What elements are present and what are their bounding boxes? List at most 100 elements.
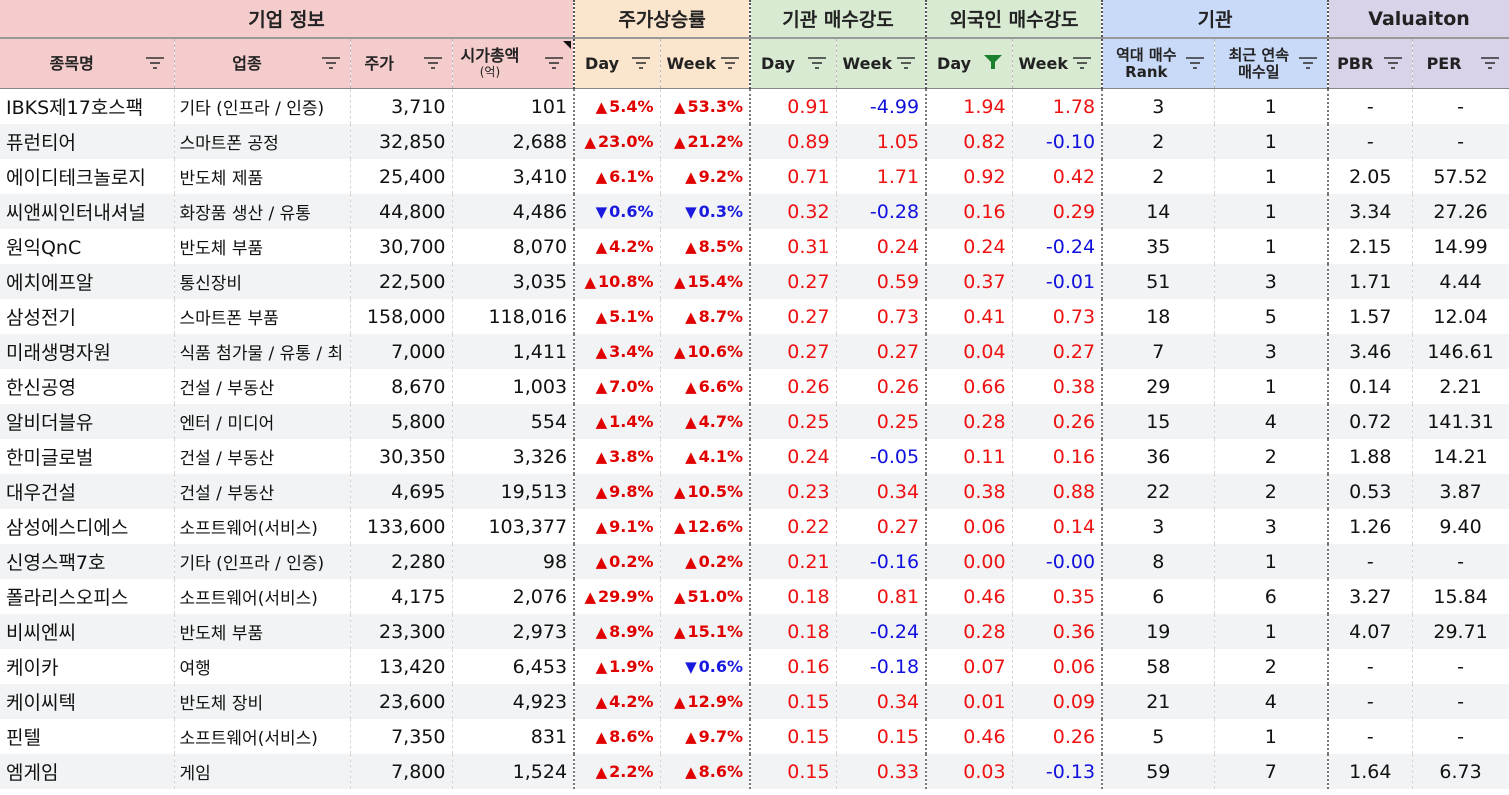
inst-week-cell[interactable]: 0.15 <box>836 719 928 754</box>
per-cell[interactable]: 15.84 <box>1412 579 1509 614</box>
stock-day-cell[interactable]: ▲ 10.8% <box>574 264 661 299</box>
inst-week-cell[interactable]: 0.81 <box>836 579 928 614</box>
price-cell[interactable]: 22,500 <box>350 264 453 299</box>
pbr-cell[interactable]: - <box>1328 544 1413 579</box>
stock-name-cell[interactable]: 대우건설 <box>0 474 175 509</box>
inst-day-cell[interactable]: 0.18 <box>750 579 837 614</box>
foreign-week-cell[interactable]: 0.26 <box>1012 719 1104 754</box>
stock-week-cell[interactable]: ▼ 0.6% <box>660 649 752 684</box>
stock-name-cell[interactable]: 비씨엔씨 <box>0 614 175 649</box>
stock-day-cell[interactable]: ▲ 8.6% <box>574 719 661 754</box>
stock-name-cell[interactable]: 케이씨텍 <box>0 684 175 719</box>
foreign-week-cell[interactable]: 0.35 <box>1012 579 1104 614</box>
filter-icon[interactable] <box>1299 55 1318 69</box>
table-row[interactable]: 케이카 여행 13,420 6,453 ▲ 1.9% ▼ 0.6% 0.16 -0.18 0.07 0… <box>0 649 1509 684</box>
stock-week-cell[interactable]: ▲ 10.6% <box>660 334 752 369</box>
table-row[interactable]: 미래생명자원 식품 첨가물 / 유통 / 최 7,000 1,411 ▲ 3.4% ▲ 10.… <box>0 334 1509 369</box>
per-cell[interactable]: - <box>1412 684 1509 719</box>
price-cell[interactable]: 4,695 <box>350 474 453 509</box>
pbr-cell[interactable]: - <box>1328 684 1413 719</box>
market-cap-cell[interactable]: 98 <box>452 544 576 579</box>
market-cap-cell[interactable]: 3,035 <box>452 264 576 299</box>
foreign-day-cell[interactable]: 0.16 <box>926 194 1013 229</box>
market-cap-cell[interactable]: 554 <box>452 404 576 439</box>
price-cell[interactable]: 7,350 <box>350 719 453 754</box>
foreign-day-cell[interactable]: 0.92 <box>926 159 1013 194</box>
streak-cell[interactable]: 1 <box>1214 229 1330 264</box>
rank-cell[interactable]: 51 <box>1102 264 1215 299</box>
pbr-cell[interactable]: 1.57 <box>1328 299 1413 334</box>
filter-icon[interactable] <box>545 55 564 69</box>
foreign-day-cell[interactable]: 0.46 <box>926 719 1013 754</box>
foreign-day-cell[interactable]: 0.07 <box>926 649 1013 684</box>
rank-cell[interactable]: 29 <box>1102 369 1215 404</box>
table-row[interactable]: 엠게임 게임 7,800 1,524 ▲ 2.2% ▲ 8.6% 0.15 0.33 0.03 -0.… <box>0 754 1509 789</box>
stock-week-cell[interactable]: ▲ 8.5% <box>660 229 752 264</box>
stock-day-cell[interactable]: ▲ 29.9% <box>574 579 661 614</box>
per-cell[interactable]: 57.52 <box>1412 159 1509 194</box>
pbr-cell[interactable]: 0.72 <box>1328 404 1413 439</box>
streak-cell[interactable]: 5 <box>1214 299 1330 334</box>
streak-cell[interactable]: 3 <box>1214 264 1330 299</box>
stock-week-cell[interactable]: ▲ 6.6% <box>660 369 752 404</box>
table-row[interactable]: 에이디테크놀로지 반도체 제품 25,400 3,410 ▲ 6.1% ▲ 9.2% 0.71 1… <box>0 159 1509 194</box>
foreign-day-cell[interactable]: 0.03 <box>926 754 1013 789</box>
filter-icon[interactable] <box>1185 55 1204 69</box>
stock-day-cell[interactable]: ▲ 4.2% <box>574 229 661 264</box>
market-cap-cell[interactable]: 19,513 <box>452 474 576 509</box>
table-row[interactable]: 폴라리스오피스 소프트웨어(서비스) 4,175 2,076 ▲ 29.9% ▲ 51.0% 0… <box>0 579 1509 614</box>
streak-cell[interactable]: 1 <box>1214 159 1330 194</box>
stock-day-cell[interactable]: ▲ 4.2% <box>574 684 661 719</box>
stock-week-cell[interactable]: ▲ 9.2% <box>660 159 752 194</box>
foreign-week-cell[interactable]: 0.38 <box>1012 369 1104 404</box>
stock-name-cell[interactable]: 한신공영 <box>0 369 175 404</box>
stock-day-cell[interactable]: ▲ 7.0% <box>574 369 661 404</box>
per-cell[interactable]: 14.99 <box>1412 229 1509 264</box>
sector-cell[interactable]: 기타 (인프라 / 인증) <box>174 88 351 124</box>
streak-cell[interactable]: 4 <box>1214 684 1330 719</box>
foreign-week-cell[interactable]: 0.73 <box>1012 299 1104 334</box>
foreign-day-cell[interactable]: 0.66 <box>926 369 1013 404</box>
table-row[interactable]: 핀텔 소프트웨어(서비스) 7,350 831 ▲ 8.6% ▲ 9.7% 0.15 0.15 0.… <box>0 719 1509 754</box>
inst-week-cell[interactable]: 0.26 <box>836 369 928 404</box>
inst-week-cell[interactable]: -0.24 <box>836 614 928 649</box>
filter-icon[interactable] <box>321 55 340 69</box>
sector-cell[interactable]: 소프트웨어(서비스) <box>174 719 351 754</box>
foreign-day-cell[interactable]: 0.38 <box>926 474 1013 509</box>
streak-cell[interactable]: 1 <box>1214 719 1330 754</box>
per-cell[interactable]: 12.04 <box>1412 299 1509 334</box>
stock-day-cell[interactable]: ▲ 6.1% <box>574 159 661 194</box>
streak-cell[interactable]: 1 <box>1214 369 1330 404</box>
filter-icon[interactable] <box>631 55 650 69</box>
pbr-cell[interactable]: 1.26 <box>1328 509 1413 544</box>
filter-icon[interactable] <box>145 55 164 69</box>
per-cell[interactable]: 2.21 <box>1412 369 1509 404</box>
sector-cell[interactable]: 화장품 생산 / 유통 <box>174 194 351 229</box>
stock-day-cell[interactable]: ▲ 23.0% <box>574 124 661 159</box>
foreign-day-cell[interactable]: 0.46 <box>926 579 1013 614</box>
per-cell[interactable]: 4.44 <box>1412 264 1509 299</box>
foreign-week-cell[interactable]: 0.36 <box>1012 614 1104 649</box>
inst-day-cell[interactable]: 0.18 <box>750 614 837 649</box>
stock-week-cell[interactable]: ▲ 21.2% <box>660 124 752 159</box>
rank-cell[interactable]: 22 <box>1102 474 1215 509</box>
stock-day-cell[interactable]: ▲ 9.1% <box>574 509 661 544</box>
table-row[interactable]: 삼성에스디에스 소프트웨어(서비스) 133,600 103,377 ▲ 9.1% ▲ 12.… <box>0 509 1509 544</box>
inst-week-cell[interactable]: 1.71 <box>836 159 928 194</box>
filter-icon[interactable] <box>423 55 442 69</box>
per-cell[interactable]: 9.40 <box>1412 509 1509 544</box>
pbr-cell[interactable]: - <box>1328 124 1413 159</box>
stock-name-cell[interactable]: 한미글로벌 <box>0 439 175 474</box>
foreign-day-cell[interactable]: 0.37 <box>926 264 1013 299</box>
pbr-cell[interactable]: 3.46 <box>1328 334 1413 369</box>
stock-name-cell[interactable]: 원익QnC <box>0 229 175 264</box>
inst-week-cell[interactable]: -0.05 <box>836 439 928 474</box>
table-row[interactable]: 씨앤씨인터내셔널 화장품 생산 / 유통 44,800 4,486 ▼ 0.6% ▼ 0.3%… <box>0 194 1509 229</box>
stock-week-cell[interactable]: ▲ 8.7% <box>660 299 752 334</box>
stock-week-cell[interactable]: ▲ 15.1% <box>660 614 752 649</box>
streak-cell[interactable]: 1 <box>1214 614 1330 649</box>
pbr-cell[interactable]: - <box>1328 719 1413 754</box>
pbr-cell[interactable]: 0.14 <box>1328 369 1413 404</box>
streak-cell[interactable]: 1 <box>1214 544 1330 579</box>
sector-cell[interactable]: 반도체 제품 <box>174 159 351 194</box>
